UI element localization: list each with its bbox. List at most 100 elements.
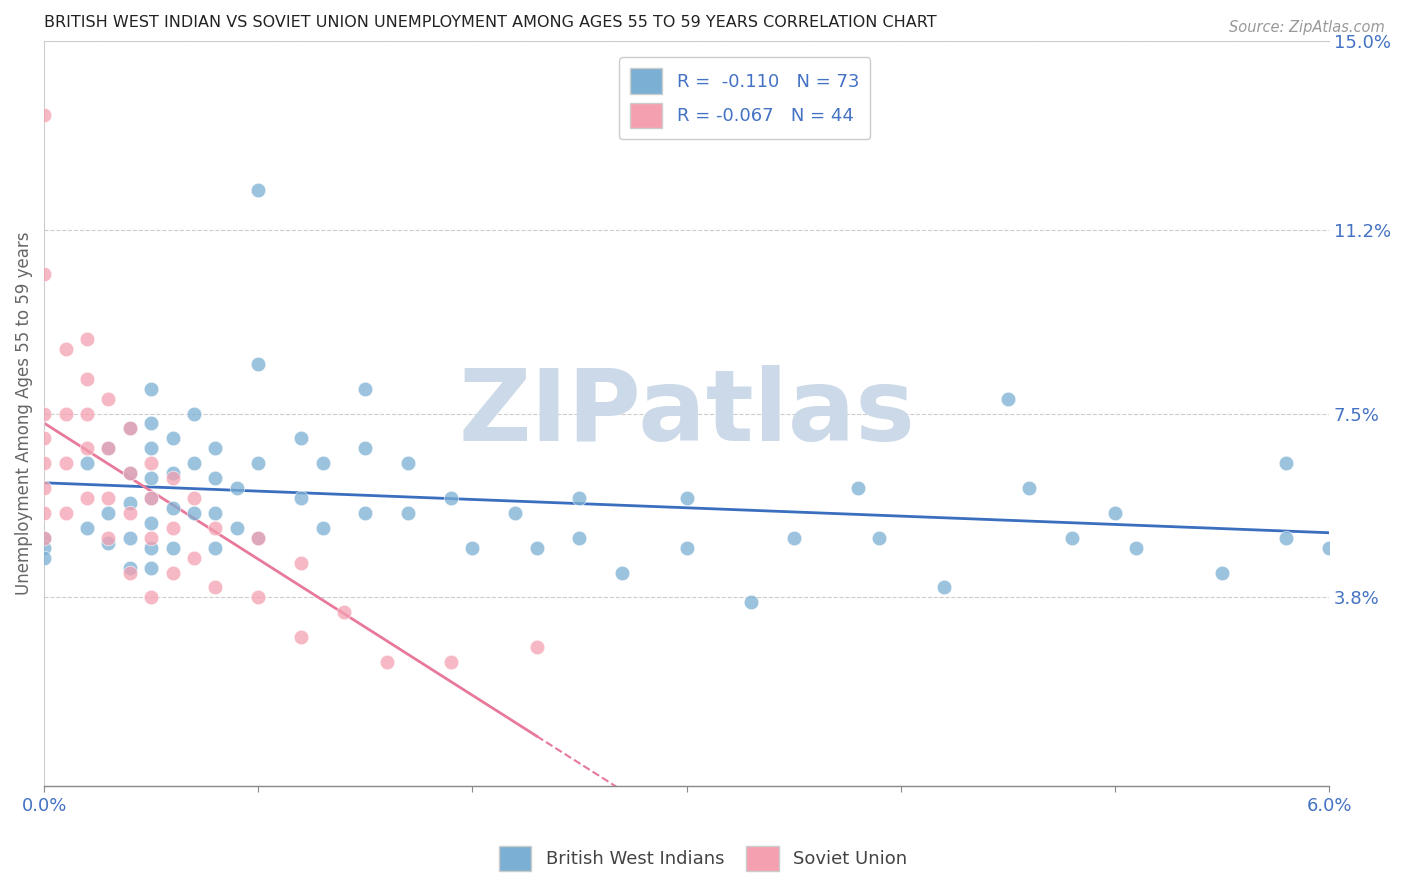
Point bbox=[76, 456, 98, 470]
Point bbox=[118, 421, 141, 435]
Point bbox=[204, 506, 226, 520]
Point bbox=[290, 556, 312, 570]
Point bbox=[97, 442, 120, 456]
Point bbox=[1018, 481, 1040, 495]
Point bbox=[526, 541, 548, 555]
Point bbox=[183, 506, 205, 520]
Point bbox=[204, 581, 226, 595]
Point bbox=[118, 566, 141, 580]
Point bbox=[204, 541, 226, 555]
Point bbox=[162, 541, 184, 555]
Point bbox=[55, 456, 77, 470]
Point bbox=[97, 506, 120, 520]
Point bbox=[97, 392, 120, 406]
Point bbox=[118, 560, 141, 574]
Point bbox=[32, 541, 55, 555]
Point bbox=[141, 417, 163, 431]
Point bbox=[118, 421, 141, 435]
Y-axis label: Unemployment Among Ages 55 to 59 years: Unemployment Among Ages 55 to 59 years bbox=[15, 232, 32, 595]
Point bbox=[118, 466, 141, 480]
Point bbox=[1104, 506, 1126, 520]
Point bbox=[1275, 456, 1298, 470]
Point bbox=[32, 431, 55, 445]
Point bbox=[118, 506, 141, 520]
Point bbox=[311, 521, 333, 535]
Point bbox=[204, 442, 226, 456]
Point bbox=[162, 566, 184, 580]
Point bbox=[333, 605, 356, 619]
Point bbox=[118, 466, 141, 480]
Point bbox=[162, 521, 184, 535]
Point bbox=[76, 332, 98, 346]
Point bbox=[32, 481, 55, 495]
Point bbox=[97, 531, 120, 545]
Point bbox=[396, 456, 419, 470]
Point bbox=[141, 560, 163, 574]
Point bbox=[141, 456, 163, 470]
Point bbox=[225, 481, 247, 495]
Point bbox=[290, 630, 312, 644]
Point bbox=[375, 655, 398, 669]
Point bbox=[932, 581, 955, 595]
Point bbox=[183, 491, 205, 505]
Point bbox=[225, 521, 247, 535]
Point bbox=[1275, 531, 1298, 545]
Point bbox=[247, 531, 270, 545]
Point bbox=[118, 496, 141, 510]
Point bbox=[1317, 541, 1340, 555]
Point bbox=[141, 471, 163, 485]
Point bbox=[354, 382, 377, 396]
Point bbox=[32, 268, 55, 282]
Point bbox=[32, 550, 55, 565]
Point bbox=[162, 466, 184, 480]
Point bbox=[76, 407, 98, 421]
Point bbox=[675, 491, 697, 505]
Point bbox=[247, 531, 270, 545]
Text: BRITISH WEST INDIAN VS SOVIET UNION UNEMPLOYMENT AMONG AGES 55 TO 59 YEARS CORRE: BRITISH WEST INDIAN VS SOVIET UNION UNEM… bbox=[44, 15, 936, 30]
Point bbox=[162, 431, 184, 445]
Point bbox=[55, 407, 77, 421]
Point bbox=[141, 516, 163, 530]
Point bbox=[782, 531, 804, 545]
Point bbox=[141, 591, 163, 605]
Point bbox=[183, 407, 205, 421]
Point bbox=[612, 566, 634, 580]
Point bbox=[76, 491, 98, 505]
Point bbox=[97, 491, 120, 505]
Point bbox=[461, 541, 484, 555]
Point bbox=[396, 506, 419, 520]
Point bbox=[118, 531, 141, 545]
Point bbox=[1211, 566, 1233, 580]
Point bbox=[740, 595, 762, 609]
Point bbox=[32, 407, 55, 421]
Point bbox=[141, 541, 163, 555]
Point bbox=[32, 108, 55, 122]
Point bbox=[162, 500, 184, 515]
Point bbox=[76, 521, 98, 535]
Point bbox=[846, 481, 869, 495]
Point bbox=[440, 491, 463, 505]
Point bbox=[568, 491, 591, 505]
Point bbox=[32, 506, 55, 520]
Point bbox=[526, 640, 548, 654]
Point bbox=[997, 392, 1019, 406]
Legend: British West Indians, Soviet Union: British West Indians, Soviet Union bbox=[492, 838, 914, 879]
Point bbox=[868, 531, 890, 545]
Point bbox=[141, 382, 163, 396]
Point bbox=[32, 456, 55, 470]
Point bbox=[1125, 541, 1147, 555]
Point bbox=[675, 541, 697, 555]
Point bbox=[354, 506, 377, 520]
Point bbox=[141, 442, 163, 456]
Point bbox=[55, 342, 77, 356]
Point bbox=[311, 456, 333, 470]
Point bbox=[55, 506, 77, 520]
Point bbox=[247, 183, 270, 197]
Legend: R =  -0.110   N = 73, R = -0.067   N = 44: R = -0.110 N = 73, R = -0.067 N = 44 bbox=[619, 57, 870, 139]
Point bbox=[568, 531, 591, 545]
Point bbox=[1060, 531, 1083, 545]
Point bbox=[290, 491, 312, 505]
Text: ZIPatlas: ZIPatlas bbox=[458, 365, 915, 462]
Point bbox=[141, 491, 163, 505]
Point bbox=[141, 491, 163, 505]
